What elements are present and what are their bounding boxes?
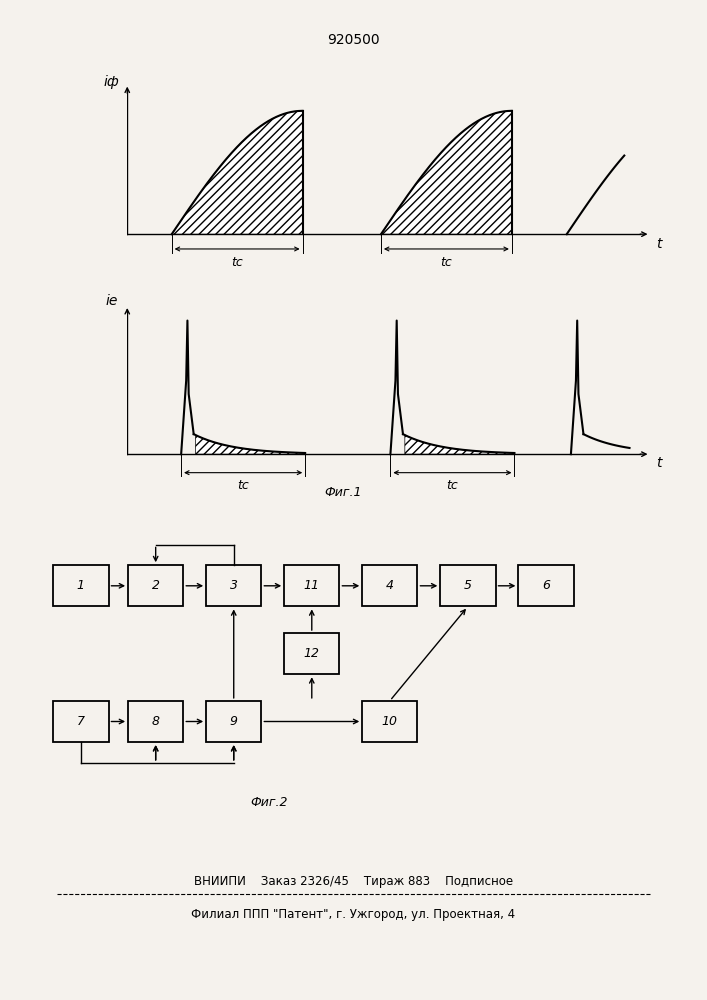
Text: ВНИИПИ    Заказ 2326/45    Тираж 883    Подписное: ВНИИПИ Заказ 2326/45 Тираж 883 Подписное (194, 875, 513, 888)
FancyBboxPatch shape (440, 565, 496, 606)
Text: 7: 7 (77, 715, 85, 728)
Text: tс: tс (440, 256, 452, 269)
Text: 9: 9 (230, 715, 238, 728)
Text: Фиг.1: Фиг.1 (324, 486, 362, 499)
Text: 4: 4 (386, 579, 394, 592)
FancyBboxPatch shape (128, 701, 183, 742)
Text: t: t (655, 237, 661, 251)
Text: 10: 10 (382, 715, 398, 728)
Text: 920500: 920500 (327, 33, 380, 47)
Text: iе: iе (105, 294, 118, 308)
Text: 8: 8 (152, 715, 160, 728)
Text: 6: 6 (542, 579, 550, 592)
Text: tс: tс (231, 256, 243, 269)
Text: 3: 3 (230, 579, 238, 592)
Text: tс: tс (238, 479, 249, 492)
Text: t: t (655, 456, 661, 470)
Text: 11: 11 (304, 579, 320, 592)
Text: Фиг.2: Фиг.2 (250, 796, 288, 809)
FancyBboxPatch shape (206, 565, 262, 606)
Text: Филиал ППП "Патент", г. Ужгород, ул. Проектная, 4: Филиал ППП "Патент", г. Ужгород, ул. Про… (192, 908, 515, 921)
FancyBboxPatch shape (53, 565, 109, 606)
FancyBboxPatch shape (284, 633, 339, 674)
Text: tс: tс (447, 479, 458, 492)
Text: iф: iф (104, 75, 119, 89)
Text: 1: 1 (77, 579, 85, 592)
FancyBboxPatch shape (362, 701, 418, 742)
Text: 5: 5 (464, 579, 472, 592)
FancyBboxPatch shape (53, 701, 109, 742)
FancyBboxPatch shape (128, 565, 183, 606)
FancyBboxPatch shape (284, 565, 339, 606)
FancyBboxPatch shape (206, 701, 262, 742)
FancyBboxPatch shape (362, 565, 418, 606)
Text: 12: 12 (304, 647, 320, 660)
FancyBboxPatch shape (518, 565, 573, 606)
Text: 2: 2 (152, 579, 160, 592)
